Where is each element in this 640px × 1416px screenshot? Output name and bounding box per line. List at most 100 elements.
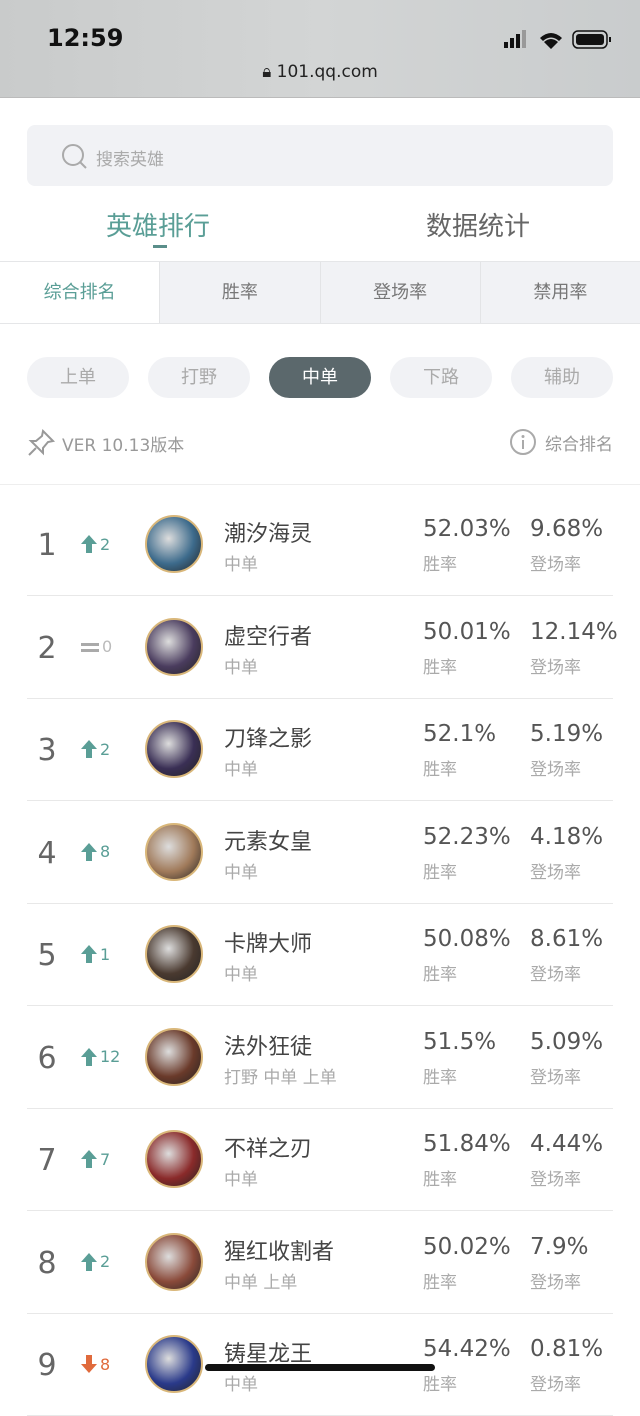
- hero-row[interactable]: 6 12 法外狂徒 打野 中单 上单 51.5% 胜率 5.09% 登场率: [27, 1007, 613, 1109]
- lane-mid[interactable]: 中单: [269, 357, 371, 398]
- rank-change: 1: [81, 944, 110, 964]
- search-icon: [62, 144, 87, 169]
- win-rate: 51.5%: [423, 1028, 497, 1055]
- pick-rate: 9.68%: [530, 516, 604, 542]
- sort-tab-overall[interactable]: 综合排名: [0, 262, 160, 323]
- win-rate: 50.02%: [423, 1233, 511, 1260]
- pick-rate: 8.61%: [530, 926, 604, 952]
- pick-rate-label: 登场率: [530, 657, 581, 678]
- hero-avatar: [145, 925, 203, 983]
- version-info: VER 10.13版本: [26, 428, 184, 458]
- hero-avatar: [145, 515, 203, 573]
- status-icons: [504, 30, 611, 49]
- search-input[interactable]: 搜索英雄: [27, 125, 613, 186]
- hero-name: 潮汐海灵: [224, 522, 313, 547]
- pick-rate-label: 登场率: [530, 555, 581, 575]
- pin-icon: [28, 428, 56, 456]
- hero-row[interactable]: 3 2 刀锋之影 中单 52.1% 胜率 5.19% 登场率: [27, 699, 613, 801]
- pick-rate: 0.81%: [530, 1336, 604, 1362]
- rank-number: 3: [37, 733, 57, 768]
- pick-rate-label: 登场率: [530, 1375, 581, 1395]
- hero-name: 刀锋之影: [224, 727, 313, 752]
- hero-row[interactable]: 1 2 潮汐海灵 中单 52.03% 胜率 9.68% 登场率: [27, 494, 613, 596]
- clock: 12:59: [47, 24, 124, 52]
- rank-change: 8: [81, 842, 110, 862]
- win-rate-label: 胜率: [423, 555, 457, 575]
- hero-row[interactable]: 2 0 虚空行者 中单 50.01% 胜率 12.14% 登场率: [27, 597, 618, 699]
- arrow-up-icon: [81, 1150, 97, 1168]
- lane-top[interactable]: 上单: [27, 357, 129, 398]
- sort-tab-banrate[interactable]: 禁用率: [479, 262, 640, 323]
- lock-icon: 🔒︎: [262, 62, 272, 82]
- hero-position: 打野 中单 上单: [224, 1067, 337, 1088]
- hero-row[interactable]: 5 1 卡牌大师 中单 50.08% 胜率 8.61% 登场率: [27, 904, 613, 1006]
- pick-rate: 4.44%: [530, 1131, 604, 1157]
- hero-row[interactable]: 4 8 元素女皇 中单 52.23% 胜率 4.18% 登场率: [27, 802, 613, 904]
- win-rate-label: 胜率: [423, 1170, 457, 1190]
- rank-number: 4: [37, 835, 57, 871]
- pick-rate-label: 登场率: [530, 1067, 581, 1088]
- ranking-info[interactable]: 综合排名: [509, 428, 613, 456]
- rank-change: 0: [81, 637, 112, 657]
- arrow-up-icon: [81, 740, 97, 758]
- hero-name: 铸星龙王: [224, 1342, 313, 1367]
- status-bar: 12:59 🔒︎ 101.qq.com: [0, 0, 640, 98]
- lane-support[interactable]: 辅助: [511, 357, 613, 398]
- rank-change: 12: [81, 1047, 120, 1067]
- lane-filter: 上单 打野 中单 下路 辅助: [27, 357, 613, 398]
- win-rate: 51.84%: [423, 1131, 511, 1157]
- win-rate: 52.23%: [423, 823, 511, 850]
- sort-tab-winrate[interactable]: 胜率: [159, 262, 320, 323]
- hero-avatar: [145, 1232, 203, 1291]
- hero-avatar: [145, 617, 203, 676]
- hero-position: 中单: [224, 555, 258, 575]
- rank-number: 8: [37, 1245, 57, 1281]
- sort-tabs: 综合排名 胜率 登场率 禁用率: [0, 261, 640, 324]
- hero-position: 中单: [224, 1170, 258, 1190]
- win-rate-label: 胜率: [423, 1067, 457, 1088]
- sort-tab-pickrate[interactable]: 登场率: [319, 262, 480, 323]
- hero-position: 中单: [224, 760, 258, 780]
- win-rate: 50.08%: [423, 926, 511, 952]
- rank-change: 2: [81, 1252, 110, 1272]
- rank-number: 9: [37, 1348, 57, 1383]
- rank-number: 5: [37, 938, 57, 973]
- divider: [0, 484, 640, 485]
- pick-rate: 5.09%: [530, 1028, 604, 1055]
- lane-jungle[interactable]: 打野: [148, 357, 250, 398]
- hero-name: 卡牌大师: [224, 932, 313, 957]
- pick-rate-label: 登场率: [530, 965, 581, 985]
- hero-avatar: [145, 1130, 203, 1188]
- arrow-up-icon: [81, 1252, 97, 1271]
- home-indicator[interactable]: [205, 1364, 435, 1371]
- info-icon: [510, 429, 536, 455]
- win-rate: 52.03%: [423, 516, 511, 542]
- address-bar[interactable]: 🔒︎ 101.qq.com: [262, 62, 378, 82]
- hero-position: 中单: [224, 965, 258, 985]
- win-rate-label: 胜率: [423, 1375, 457, 1395]
- hero-avatar: [145, 1027, 203, 1086]
- arrow-up-icon: [81, 842, 97, 861]
- hero-position: 中单 上单: [224, 1272, 298, 1293]
- hero-row[interactable]: 7 7 不祥之刃 中单 51.84% 胜率 4.44% 登场率: [27, 1109, 613, 1211]
- win-rate-label: 胜率: [423, 862, 457, 883]
- lane-bot[interactable]: 下路: [390, 357, 492, 398]
- pick-rate-label: 登场率: [530, 862, 581, 883]
- rank-number: 7: [37, 1143, 57, 1178]
- pick-rate-label: 登场率: [530, 1272, 581, 1293]
- hero-name: 不祥之刃: [224, 1137, 313, 1162]
- hero-row[interactable]: 8 2 猩红收割者 中单 上单 50.02% 胜率 7.9% 登场率: [27, 1212, 613, 1314]
- pick-rate-label: 登场率: [530, 1170, 581, 1190]
- hero-name: 猩红收割者: [224, 1239, 335, 1265]
- tab-hero-ranking[interactable]: 英雄排行: [106, 212, 211, 242]
- tab-data-stats[interactable]: 数据统计: [426, 212, 531, 242]
- pick-rate: 4.18%: [530, 823, 604, 850]
- hero-avatar: [145, 822, 203, 881]
- arrow-up-icon: [81, 535, 97, 553]
- arrow-up-icon: [81, 945, 97, 963]
- rank-number: 1: [37, 528, 57, 563]
- active-tab-indicator: [153, 245, 167, 248]
- arrow-down-icon: [81, 1355, 97, 1373]
- hero-avatar: [145, 720, 203, 778]
- pick-rate: 12.14%: [530, 618, 618, 645]
